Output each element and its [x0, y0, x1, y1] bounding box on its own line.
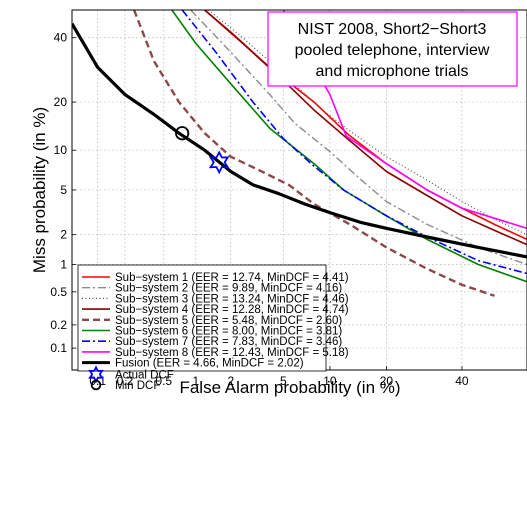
- x-tick-label: 2: [227, 374, 234, 388]
- y-tick-label: 40: [54, 31, 68, 45]
- x-tick-label: 1: [192, 374, 199, 388]
- y-tick-label: 20: [54, 95, 68, 109]
- y-tick-label: 10: [54, 143, 68, 157]
- min-dcf-marker: [90, 379, 102, 391]
- legend-label: Sub−system 6 (EER = 8.00, MinDCF = 3.81): [115, 326, 342, 338]
- legend-label: Sub−system 5 (EER = 5.48, MinDCF = 2.60): [115, 315, 342, 327]
- legend-label: Sub−system 4 (EER = 12.28, MinDCF = 4.74…: [115, 304, 349, 316]
- series-line-5: [132, 10, 495, 297]
- annotation-line-3: and microphone trials: [316, 63, 469, 80]
- legend-box: [77, 264, 327, 372]
- annotation-line-1: NIST 2008, Short2−Short3: [298, 21, 487, 38]
- y-tick-label: 2: [60, 228, 67, 242]
- series-line-6: [171, 10, 527, 283]
- series-line-4: [204, 10, 527, 246]
- x-tick-label: 40: [455, 374, 469, 388]
- annotation-border: [267, 11, 518, 87]
- y-tick-label: 1: [60, 258, 67, 272]
- legend: Sub−system 1 (EER = 12.74, MinDCF = 4.41…: [77, 264, 349, 392]
- legend-label: Min DCF: [115, 380, 160, 392]
- annotation-line-2: pooled telephone, interview: [295, 42, 490, 59]
- legend-label: Sub−system 3 (EER = 13.24, MinDCF = 4.46…: [115, 293, 349, 305]
- x-tick-label: 0.2: [117, 374, 134, 388]
- x-tick-label: 20: [380, 374, 394, 388]
- x-axis-label: False Alarm probability (in %): [179, 378, 400, 397]
- series-line-2: [190, 10, 527, 266]
- legend-label: Sub−system 8 (EER = 12.43, MinDCF = 5.18…: [115, 347, 349, 359]
- series-line-9: [72, 22, 527, 259]
- y-tick-label: 0.1: [50, 341, 67, 355]
- series-line-7: [181, 10, 527, 275]
- legend-label: Sub−system 1 (EER = 12.74, MinDCF = 4.41…: [115, 272, 349, 284]
- dcf-markers: [175, 126, 230, 175]
- legend-label: Actual DCF: [115, 369, 174, 381]
- x-tick-label: 5: [280, 374, 287, 388]
- annotation-box: NIST 2008, Short2−Short3 pooled telephon…: [267, 11, 518, 87]
- legend-label: Sub−system 2 (EER = 9.89, MinDCF = 4.16): [115, 283, 342, 295]
- actual-dcf-marker: [208, 150, 230, 175]
- y-tick-label: 5: [60, 183, 67, 197]
- legend-label: Fusion (EER = 4.66, MinDCF = 2.02): [115, 358, 304, 370]
- y-tick-label: 0.2: [50, 318, 67, 332]
- y-axis-label: Miss probability (in %): [30, 107, 49, 273]
- legend-label: Sub−system 7 (EER = 7.83, MinDCF = 3.46): [115, 336, 342, 348]
- y-tick-label: 0.5: [50, 285, 67, 299]
- min-dcf-marker: [175, 126, 190, 141]
- x-tick-label: 10: [323, 374, 337, 388]
- x-tick-label: 0.5: [155, 374, 172, 388]
